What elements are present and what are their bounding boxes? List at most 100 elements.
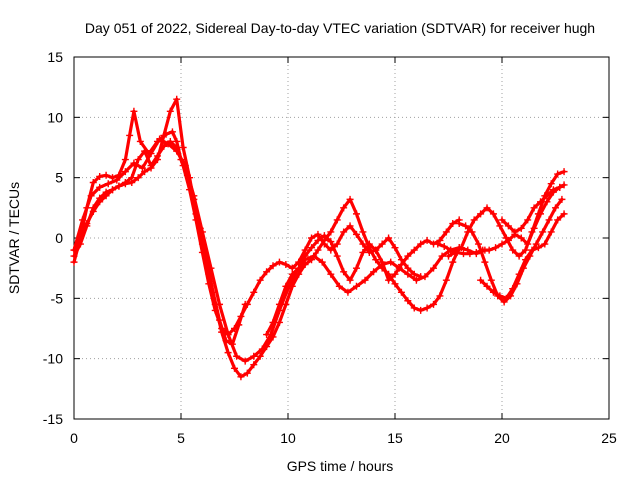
data-point (275, 318, 283, 326)
data-point (282, 282, 290, 290)
data-point (410, 270, 418, 278)
data-point (489, 288, 497, 296)
data-point (147, 150, 155, 158)
y-tick-label: 0 (55, 230, 63, 246)
data-point (250, 288, 258, 296)
data-point (462, 222, 470, 230)
data-point (269, 318, 277, 326)
data-point (410, 304, 418, 312)
data-point (547, 228, 555, 236)
data-point (423, 304, 431, 312)
data-point (468, 228, 476, 236)
data-point (378, 258, 386, 266)
data-point (130, 107, 138, 115)
y-axis-label: SDTVAR / TECUs (6, 182, 22, 294)
data-point (340, 268, 348, 276)
data-point (263, 268, 271, 276)
data-point (141, 168, 149, 176)
data-point (352, 210, 360, 218)
data-point (308, 244, 316, 252)
data-point (320, 232, 328, 240)
data-point (121, 178, 129, 186)
data-point (109, 174, 117, 182)
x-axis-label: GPS time / hours (287, 458, 394, 474)
data-point (423, 236, 431, 244)
data-point (359, 228, 367, 236)
data-point (455, 220, 463, 228)
data-point (308, 256, 316, 264)
x-tick-label: 25 (601, 430, 617, 446)
data-point (417, 306, 425, 314)
data-point (430, 300, 438, 308)
data-point (173, 144, 181, 151)
data-point (333, 216, 341, 224)
data-point (496, 292, 504, 300)
data-point (361, 276, 369, 284)
data-point (250, 352, 258, 360)
data-point (179, 162, 187, 170)
data-point (89, 207, 97, 215)
data-point (359, 248, 367, 256)
data-point (282, 261, 290, 269)
data-point (445, 252, 452, 260)
data-point (560, 181, 568, 189)
y-tick-label: -10 (43, 351, 63, 367)
data-point (335, 282, 343, 290)
data-point (537, 210, 545, 218)
data-point (453, 248, 461, 256)
data-point (96, 198, 104, 206)
data-point (530, 224, 538, 232)
data-point (417, 240, 425, 248)
data-point (198, 248, 206, 256)
data-point (436, 292, 444, 300)
data-point (391, 280, 399, 288)
data-point (509, 246, 517, 254)
data-point (211, 306, 219, 314)
data-point (70, 246, 78, 254)
data-point (301, 252, 309, 260)
data-point (79, 216, 87, 224)
data-point (346, 222, 354, 230)
data-point (552, 204, 559, 212)
data-point (436, 236, 444, 244)
data-point (477, 210, 485, 218)
data-point (489, 210, 497, 218)
x-axis: 0 5 10 15 20 25 (70, 57, 617, 446)
data-point (173, 95, 181, 103)
data-point (498, 240, 506, 248)
data-point (502, 294, 510, 302)
data-point (485, 246, 493, 254)
data-point (121, 156, 129, 164)
x-tick-label: 5 (177, 430, 185, 446)
data-point (288, 264, 296, 272)
data-point (500, 298, 508, 306)
data-point (447, 246, 455, 254)
data-point (352, 282, 360, 290)
data-point (327, 238, 335, 246)
y-tick-label: -15 (43, 411, 63, 427)
series-9 (477, 210, 568, 302)
data-point (472, 248, 480, 256)
data-point (430, 264, 438, 272)
data-point (308, 234, 316, 242)
data-point (141, 147, 149, 155)
data-point (126, 131, 134, 139)
data-point (391, 244, 399, 252)
data-point (541, 240, 549, 248)
data-point (397, 288, 405, 296)
data-point (504, 236, 512, 244)
y-tick-label: 10 (47, 109, 63, 125)
data-point (256, 352, 264, 360)
data-point (549, 186, 557, 194)
data-point (231, 325, 238, 332)
data-point (404, 297, 412, 305)
data-point (459, 250, 467, 258)
chart-title: Day 051 of 2022, Sidereal Day-to-day VTE… (85, 20, 595, 36)
data-point (404, 270, 412, 278)
data-point (153, 152, 161, 160)
data-point (524, 216, 532, 224)
x-tick-label: 0 (70, 430, 78, 446)
data-point (483, 204, 491, 212)
data-point (70, 252, 78, 260)
